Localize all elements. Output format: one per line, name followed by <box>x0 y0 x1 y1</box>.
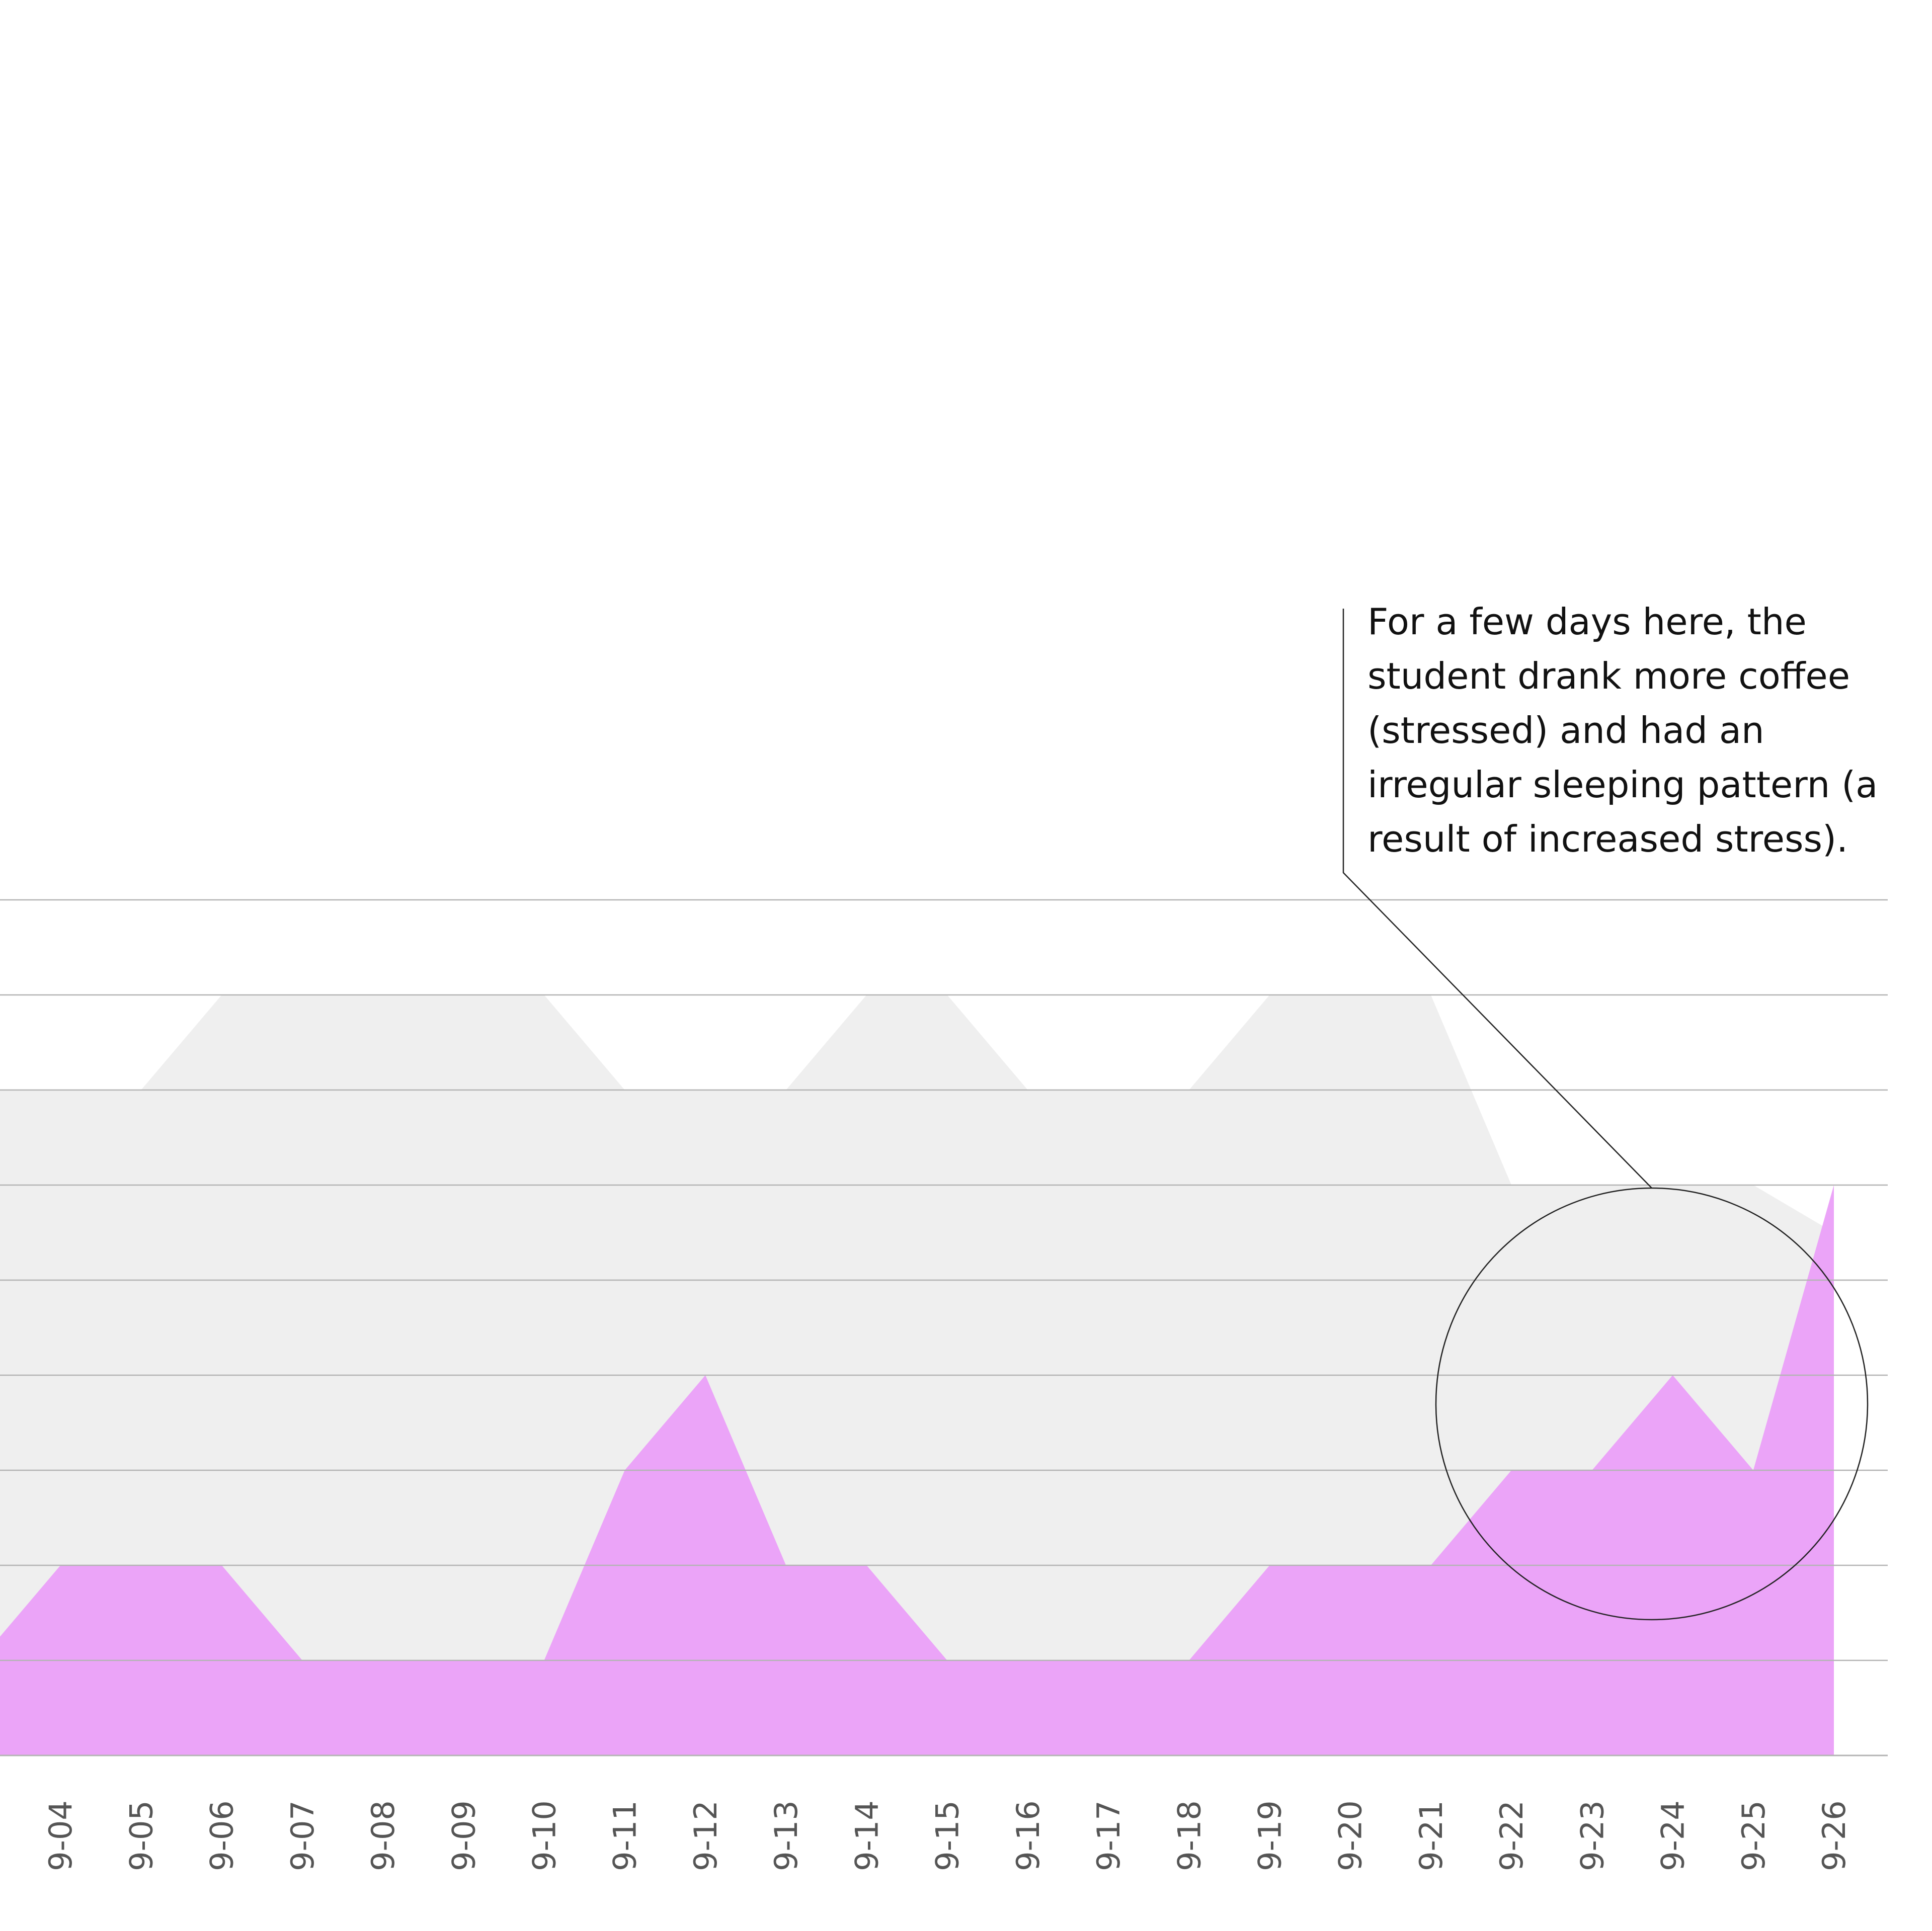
annotation-leader-line <box>1342 609 1652 1189</box>
x-tick-label: 9-14 <box>848 1800 885 1871</box>
x-tick-label: 9-10 <box>526 1800 563 1871</box>
x-tick-label: 9-04 <box>42 1800 79 1871</box>
x-tick-label: 9-26 <box>1816 1800 1853 1871</box>
x-tick-label: 9-17 <box>1090 1800 1127 1871</box>
x-tick-label: 9-09 <box>445 1800 482 1871</box>
series-area-2 <box>0 1185 1834 1755</box>
x-tick-label: 9-18 <box>1171 1800 1208 1871</box>
x-tick-label: 9-20 <box>1332 1800 1369 1871</box>
x-tick-label: 9-12 <box>687 1800 724 1871</box>
gridlines <box>0 899 1888 1756</box>
annotation-callout <box>1342 609 1869 1621</box>
x-tick-label: 9-08 <box>365 1800 401 1871</box>
x-tick-label: 9-06 <box>204 1800 240 1871</box>
x-tick-label: 9-07 <box>284 1800 321 1871</box>
x-tick-label: 9-21 <box>1413 1800 1450 1871</box>
x-tick-label: 9-16 <box>1010 1800 1046 1871</box>
x-tick-label: 9-19 <box>1252 1800 1289 1871</box>
x-tick-label: 9-15 <box>929 1800 966 1871</box>
annotation-highlight-circle <box>1435 1187 1869 1621</box>
x-tick-label: 9-24 <box>1655 1800 1692 1871</box>
x-tick-label: 9-23 <box>1574 1800 1611 1871</box>
x-tick-label: 9-11 <box>607 1800 643 1871</box>
annotation-text: For a few days here, the student drank m… <box>1367 601 1878 860</box>
x-tick-label: 9-22 <box>1493 1800 1530 1871</box>
x-axis-tick-labels: 9-04 9-05 9-06 9-07 9-08 9-09 9-10 9-11 9-12 9-13… <box>42 1800 1853 1871</box>
x-tick-label: 9-25 <box>1735 1800 1772 1871</box>
x-tick-label: 9-13 <box>768 1800 804 1871</box>
x-tick-label: 9-05 <box>123 1800 159 1871</box>
